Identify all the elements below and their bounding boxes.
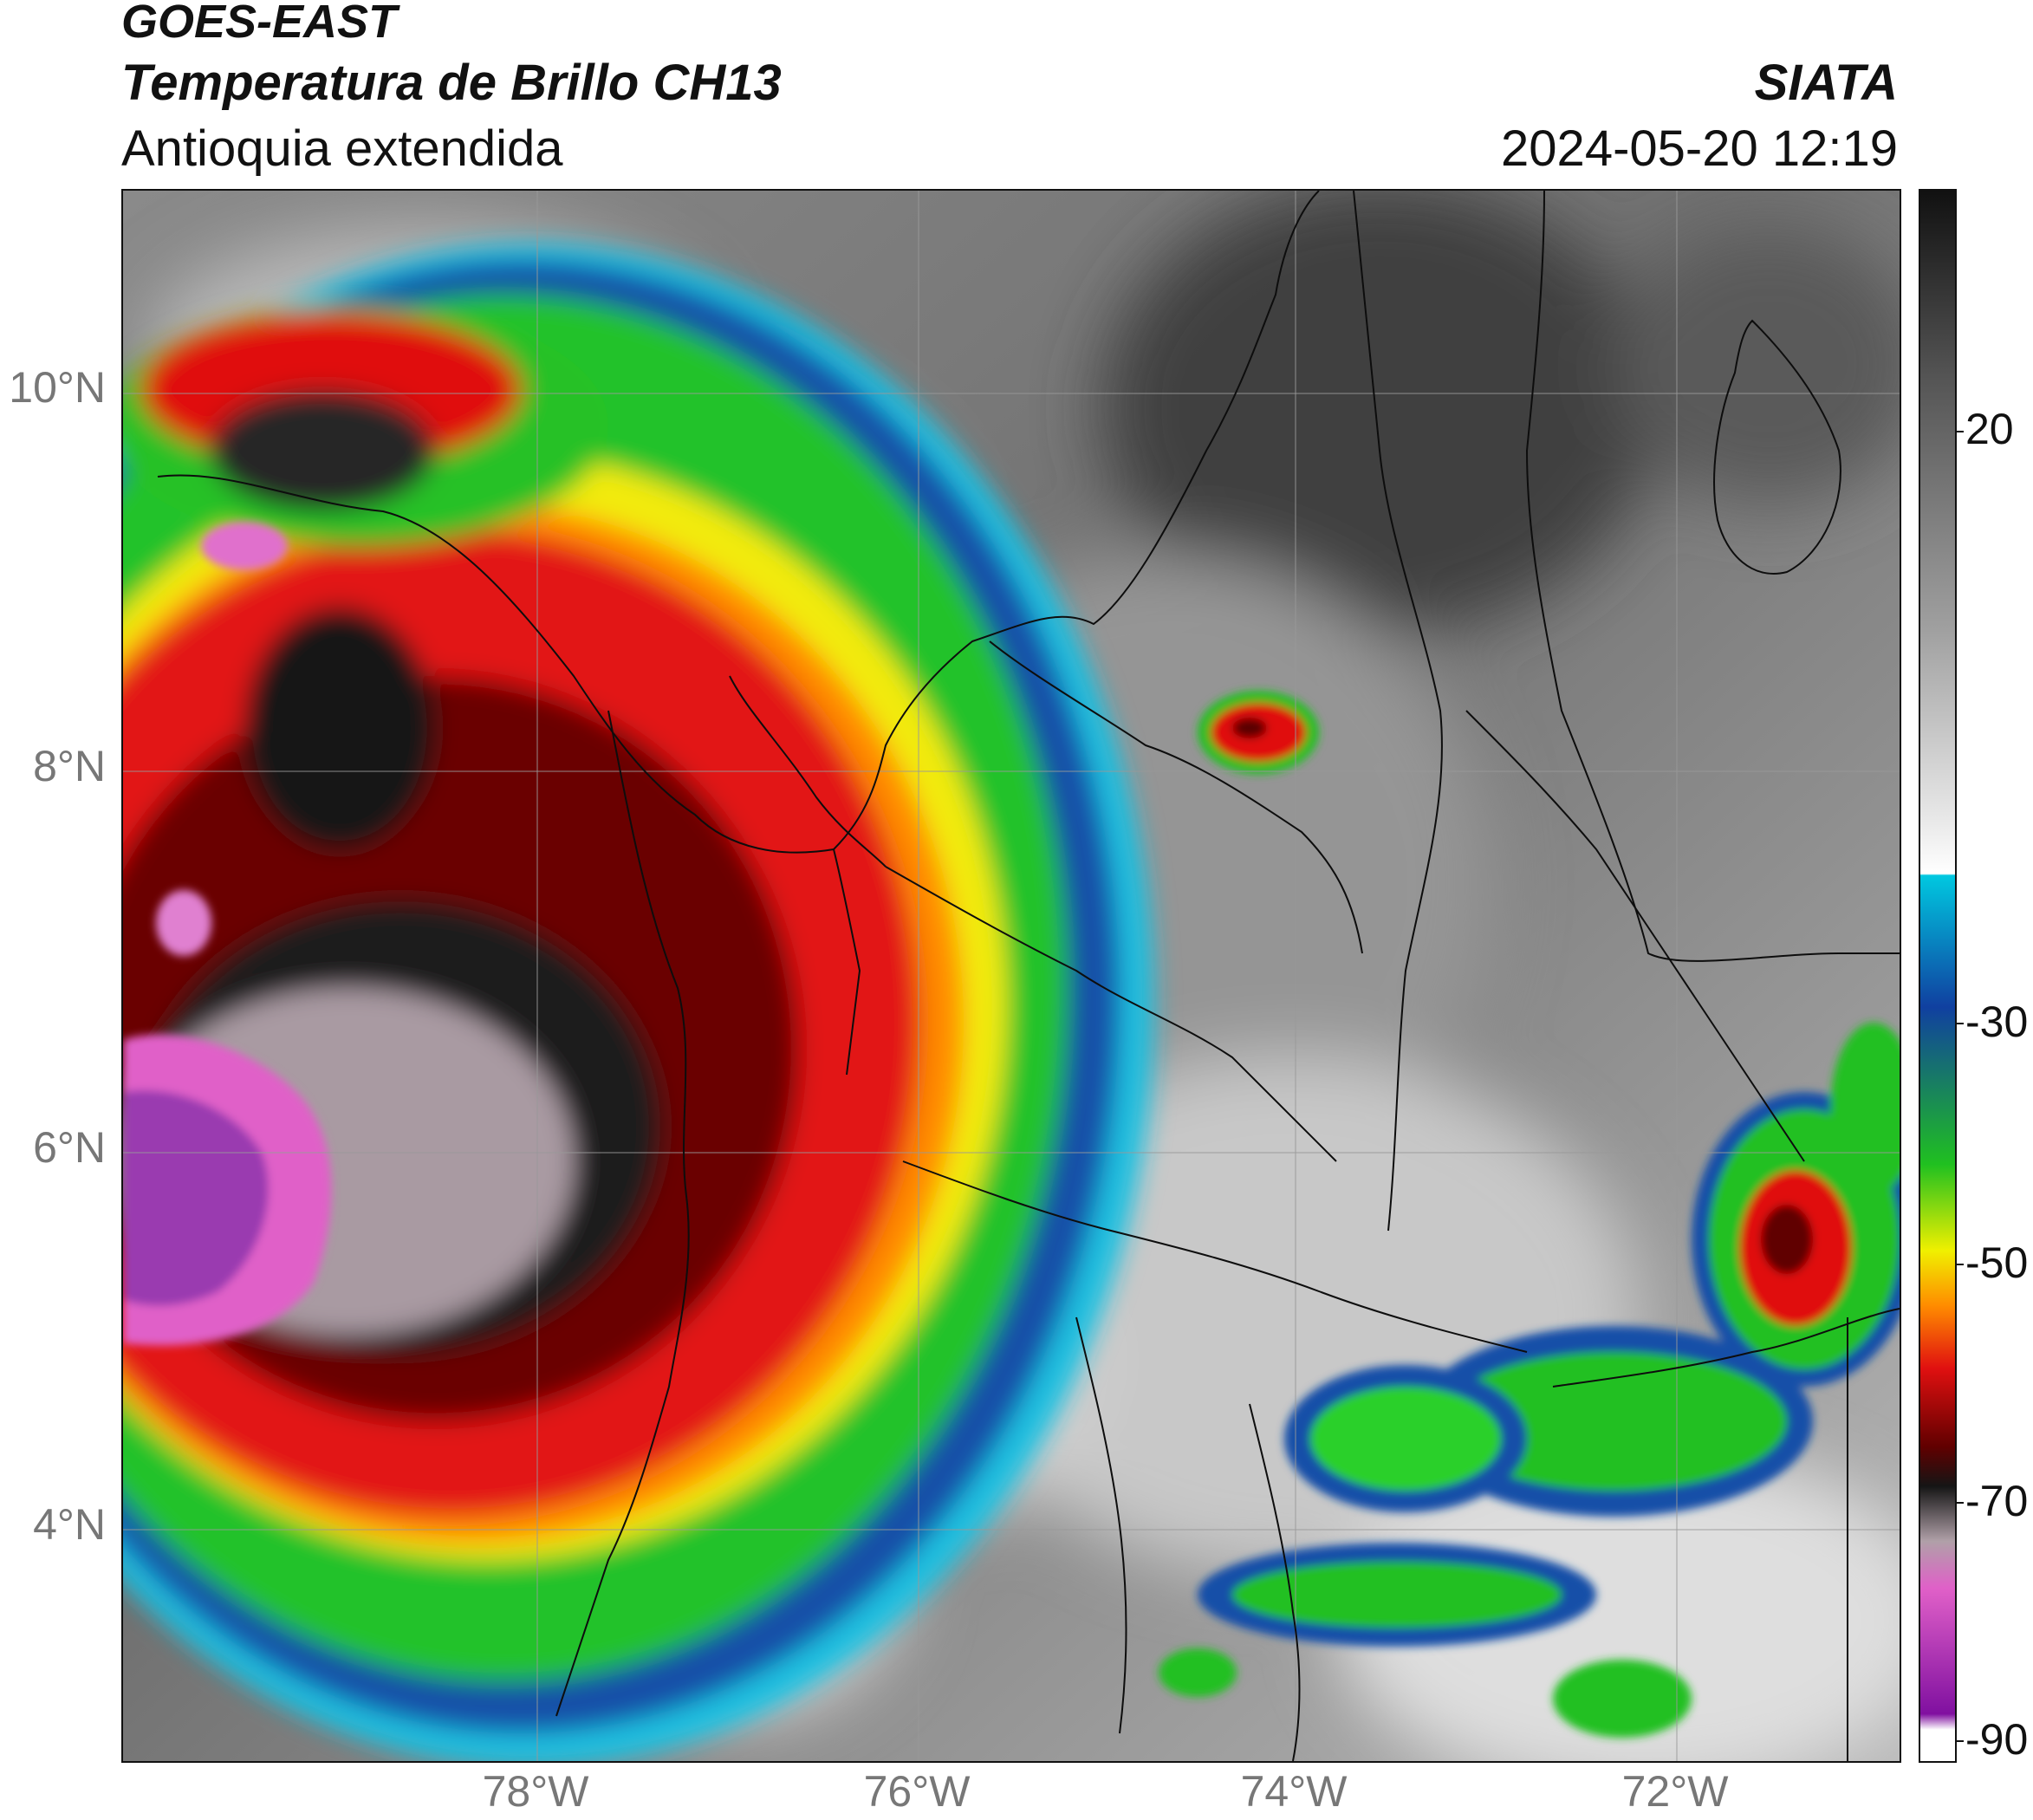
lon-label-78w: 78°W — [482, 1767, 589, 1816]
datetime-label: 2024-05-20 12:19 — [1501, 120, 1898, 177]
lat-label-10n: 10°N — [9, 363, 106, 412]
department-border-a — [989, 640, 1363, 954]
product-title: Temperatura de Brillo CH13 — [121, 55, 782, 111]
coastline-gulf-uraba — [833, 848, 861, 1076]
river-magdalena — [1353, 191, 1443, 1232]
colorbar-label-minus50: -50 — [1965, 1238, 2029, 1287]
colorbar-tick-20 — [1955, 431, 1964, 432]
coastline-pacific — [555, 710, 690, 1717]
south-green-c — [1232, 1562, 1562, 1628]
south-green-d — [1553, 1660, 1692, 1738]
overshooting-top-purple — [123, 1090, 269, 1306]
colorbar — [1919, 189, 1957, 1763]
cell-dark — [1232, 718, 1267, 738]
west-pink-spot — [156, 890, 211, 956]
lat-label-4n: 4°N — [33, 1500, 106, 1549]
colorbar-tick-minus50 — [1955, 1264, 1964, 1265]
department-border-c — [902, 1160, 1528, 1353]
north-pink-spot — [201, 522, 288, 570]
satellite-map — [121, 189, 1901, 1763]
colorbar-tick-minus90 — [1955, 1740, 1964, 1742]
department-border-e — [1075, 1316, 1127, 1734]
coastline-caribbean — [157, 191, 1320, 854]
cloud-layer — [123, 243, 1900, 1761]
satellite-title: GOES-EAST — [121, 0, 398, 48]
boundaries — [157, 191, 1900, 1761]
border-venezuela — [1525, 191, 1900, 962]
colorbar-label-20: 20 — [1965, 405, 2014, 453]
storm-north-core — [244, 607, 435, 849]
border-southeast — [1552, 1308, 1900, 1388]
lat-label-6n: 6°N — [33, 1123, 106, 1172]
southeast-green-a — [1440, 1352, 1787, 1491]
north-storm-dark — [210, 390, 435, 511]
border-panama-colombia — [729, 675, 887, 868]
department-border-d — [1465, 710, 1805, 1162]
region-subtitle: Antioquia extendida — [121, 120, 563, 177]
department-border-f — [1249, 1403, 1301, 1761]
colorbar-tick-minus30 — [1955, 1023, 1964, 1024]
south-green-f — [1159, 1648, 1237, 1697]
department-border-b — [885, 866, 1337, 1162]
southeast-green-b — [1310, 1387, 1501, 1491]
colorbar-label-minus90: -90 — [1965, 1715, 2029, 1764]
lake-maracaibo — [1713, 319, 1841, 575]
colorbar-label-minus70: -70 — [1965, 1477, 2029, 1525]
lon-label-76w: 76°W — [863, 1767, 971, 1816]
lon-label-72w: 72°W — [1621, 1767, 1729, 1816]
colorbar-label-minus30: -30 — [1965, 998, 2029, 1046]
lat-label-8n: 8°N — [33, 742, 106, 790]
colorbar-tick-minus70 — [1955, 1502, 1964, 1504]
east-cell-darkred — [1761, 1205, 1813, 1274]
agency-label: SIATA — [1754, 55, 1898, 111]
graticule — [123, 191, 1900, 1761]
lon-label-74w: 74°W — [1240, 1767, 1348, 1816]
